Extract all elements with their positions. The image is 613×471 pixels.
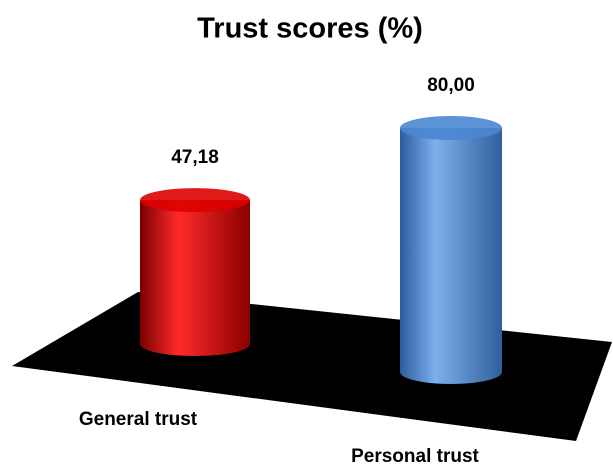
- chart-title: Trust scores (%): [197, 13, 423, 45]
- bar-top: [140, 188, 250, 213]
- bar-top: [400, 116, 502, 140]
- value-label: 47,18: [171, 147, 219, 168]
- x-tick-label: General trust: [79, 409, 198, 430]
- bar: [140, 200, 250, 356]
- x-tick-label: Personal trust: [351, 446, 479, 467]
- value-label: 80,00: [427, 75, 475, 96]
- bar: [400, 128, 502, 384]
